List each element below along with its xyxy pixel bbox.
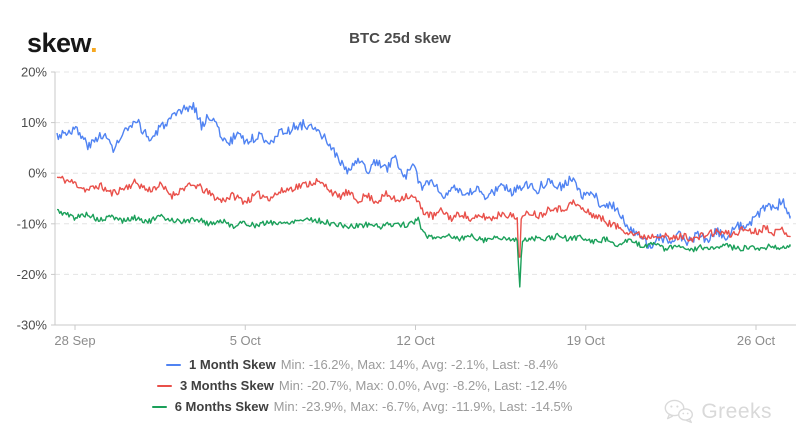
legend-series-stats: Min: -23.9%, Max: -6.7%, Avg: -11.9%, La… bbox=[273, 399, 573, 414]
x-axis-label: 12 Oct bbox=[396, 333, 435, 348]
x-axis-label: 28 Sep bbox=[54, 333, 95, 348]
y-axis-label: 10% bbox=[21, 115, 47, 130]
legend-series-stats: Min: -20.7%, Max: 0.0%, Avg: -8.2%, Last… bbox=[278, 378, 567, 393]
series-line-1-month-skew[interactable] bbox=[56, 101, 791, 249]
x-axis-label: 19 Oct bbox=[567, 333, 606, 348]
series-line-3-months-skew[interactable] bbox=[56, 175, 791, 258]
legend-dash bbox=[166, 363, 182, 366]
legend-dash bbox=[157, 384, 172, 387]
legend-series-name: 6 Months Skew bbox=[174, 399, 269, 414]
legend-item[interactable]: 6 Months Skew Min: -23.9%, Max: -6.7%, Av… bbox=[151, 398, 573, 415]
skew-logo-dot: . bbox=[90, 28, 98, 58]
y-axis-label: -20% bbox=[17, 267, 48, 282]
y-axis-label: -10% bbox=[17, 216, 48, 231]
x-axis-label: 5 Oct bbox=[230, 333, 261, 348]
greeks-watermark: Greeks bbox=[663, 398, 772, 425]
y-axis-label: -30% bbox=[17, 318, 48, 333]
y-axis-label: 20% bbox=[21, 65, 47, 80]
legend-dash bbox=[151, 405, 167, 408]
series-line-6-months-skew[interactable] bbox=[56, 208, 791, 288]
wechat-icon bbox=[663, 398, 695, 425]
skew-logo: skew. bbox=[27, 28, 98, 58]
skew-line-chart[interactable]: 20% 10% 0% -10% -20% -30% 28 Sep 5 Oct 12 Oct 19 … bbox=[0, 0, 800, 352]
legend-series-name: 3 Months Skew bbox=[180, 378, 274, 393]
legend-series-name: 1 Month Skew bbox=[189, 357, 276, 372]
watermark-text: Greeks bbox=[701, 399, 772, 423]
chart-title: BTC 25d skew bbox=[349, 30, 451, 47]
x-axis-label: 26 Oct bbox=[737, 333, 776, 348]
legend-item[interactable]: 3 Months Skew Min: -20.7%, Max: 0.0%, Avg… bbox=[157, 377, 567, 394]
legend-item[interactable]: 1 Month Skew Min: -16.2%, Max: 14%, Avg: … bbox=[166, 356, 558, 373]
skew-logo-text: skew bbox=[27, 28, 91, 58]
chart-legend: 1 Month Skew Min: -16.2%, Max: 14%, Avg: … bbox=[0, 356, 724, 415]
legend-series-stats: Min: -16.2%, Max: 14%, Avg: -2.1%, Last:… bbox=[280, 357, 558, 372]
y-axis-label: 0% bbox=[28, 166, 47, 181]
